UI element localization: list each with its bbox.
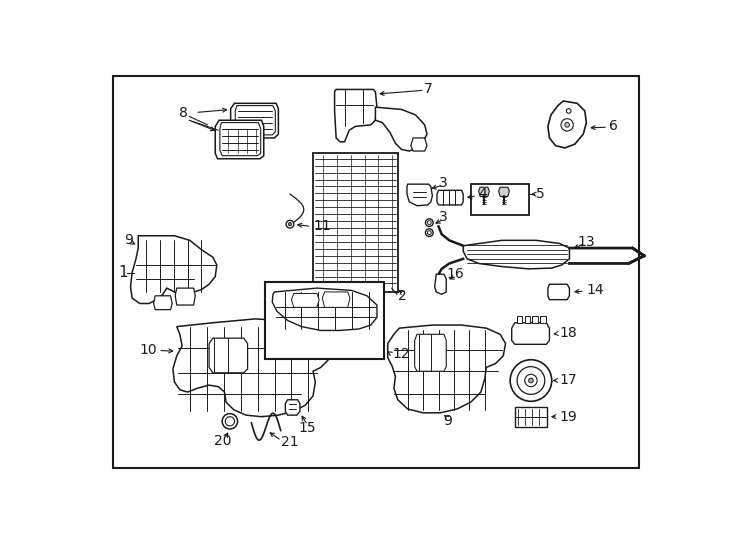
Text: 8: 8: [178, 105, 187, 119]
Polygon shape: [388, 325, 506, 413]
Polygon shape: [512, 323, 550, 345]
Text: 19: 19: [559, 410, 577, 424]
Polygon shape: [548, 101, 586, 148]
Circle shape: [517, 367, 545, 394]
Circle shape: [426, 229, 433, 237]
Polygon shape: [230, 103, 278, 138]
Polygon shape: [322, 292, 350, 307]
Text: 14: 14: [586, 284, 604, 298]
Circle shape: [225, 417, 234, 426]
Text: 13: 13: [578, 235, 595, 249]
Text: 18: 18: [559, 326, 577, 340]
Polygon shape: [291, 294, 319, 307]
Polygon shape: [463, 240, 570, 269]
Bar: [525, 316, 530, 323]
Text: 21: 21: [280, 435, 298, 449]
Bar: [532, 316, 538, 323]
Ellipse shape: [225, 388, 236, 396]
Polygon shape: [435, 274, 446, 294]
Polygon shape: [131, 236, 217, 303]
Text: 9: 9: [124, 233, 133, 247]
Text: 1: 1: [118, 265, 128, 280]
Bar: [471, 184, 528, 215]
Polygon shape: [153, 296, 172, 309]
Polygon shape: [335, 90, 377, 142]
Bar: [517, 316, 523, 323]
Text: 5: 5: [536, 187, 545, 201]
Polygon shape: [407, 184, 432, 206]
Polygon shape: [209, 338, 247, 373]
Text: 9: 9: [443, 414, 452, 428]
Circle shape: [510, 360, 552, 401]
Polygon shape: [220, 123, 261, 156]
Text: 10: 10: [139, 343, 157, 357]
Circle shape: [561, 119, 573, 131]
Polygon shape: [375, 107, 427, 151]
Polygon shape: [272, 288, 377, 330]
Text: 3: 3: [439, 176, 448, 190]
Text: 6: 6: [609, 119, 618, 133]
Bar: [515, 408, 547, 427]
Polygon shape: [479, 187, 490, 197]
Text: 3: 3: [439, 210, 448, 224]
Text: 16: 16: [446, 267, 465, 281]
Polygon shape: [236, 106, 275, 135]
Polygon shape: [498, 187, 509, 197]
Circle shape: [525, 374, 537, 387]
Text: 12: 12: [393, 347, 410, 361]
Circle shape: [286, 220, 294, 228]
Circle shape: [567, 109, 571, 113]
Text: 4: 4: [479, 187, 487, 201]
Circle shape: [222, 414, 238, 429]
Circle shape: [427, 231, 432, 234]
Ellipse shape: [222, 385, 239, 399]
Text: 11: 11: [313, 219, 331, 233]
Polygon shape: [437, 190, 463, 205]
Circle shape: [426, 219, 433, 226]
Bar: [264, 282, 384, 359]
Text: 20: 20: [214, 434, 232, 448]
Text: 17: 17: [559, 374, 577, 388]
Circle shape: [565, 123, 570, 127]
Text: 2: 2: [398, 289, 407, 303]
Polygon shape: [286, 400, 300, 415]
Polygon shape: [415, 334, 446, 372]
Circle shape: [427, 221, 432, 225]
Circle shape: [528, 378, 534, 383]
Polygon shape: [548, 284, 570, 300]
Text: 15: 15: [299, 421, 316, 435]
Polygon shape: [175, 288, 195, 305]
Text: 7: 7: [424, 83, 433, 97]
Polygon shape: [173, 319, 331, 417]
Polygon shape: [215, 120, 264, 159]
Bar: [313, 153, 398, 292]
Bar: [540, 316, 545, 323]
Circle shape: [288, 222, 291, 226]
Polygon shape: [411, 138, 427, 151]
